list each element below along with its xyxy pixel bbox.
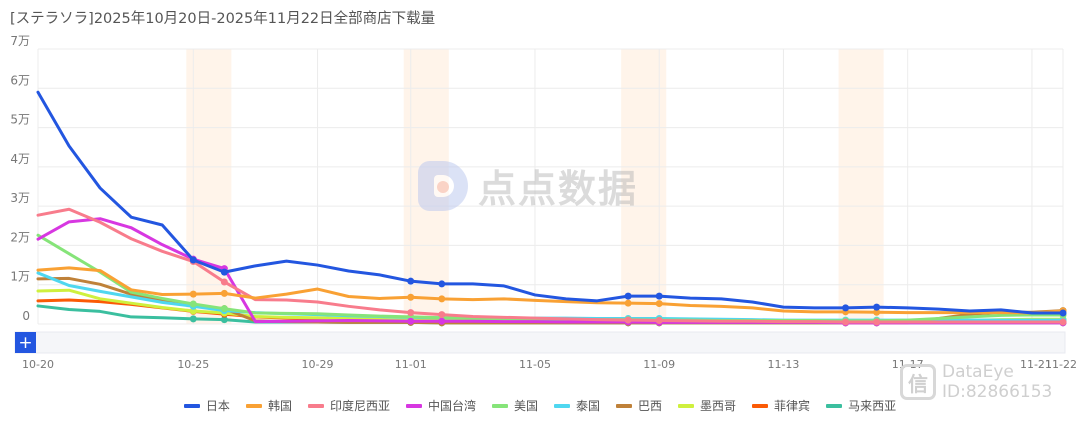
data-point[interactable] [220, 268, 228, 276]
legend-item[interactable]: 韩国 [245, 397, 292, 414]
legend-swatch-icon [307, 403, 324, 408]
data-point[interactable] [1059, 318, 1067, 326]
watermark-brand: DataEye [942, 362, 1014, 382]
data-point[interactable] [873, 303, 881, 311]
data-point[interactable] [220, 305, 228, 313]
x-tick-label: 11-22 [1045, 358, 1077, 371]
y-tick-label: 1万 [10, 270, 30, 284]
weekend-band [838, 49, 884, 324]
watermark-id: ID:82866153 [942, 382, 1053, 402]
y-tick-label: 7万 [10, 34, 30, 48]
data-point[interactable] [655, 316, 663, 324]
zoom-plus-button[interactable] [15, 332, 36, 353]
legend-item[interactable]: 泰国 [554, 397, 600, 414]
data-point[interactable] [220, 316, 228, 324]
legend-label: 墨西哥 [700, 399, 737, 413]
zoom-slider-track[interactable] [14, 331, 1066, 354]
legend-label: 美国 [513, 399, 538, 413]
data-point[interactable] [220, 289, 228, 297]
data-point[interactable] [438, 317, 446, 325]
x-tick-label: 10-25 [177, 358, 209, 371]
data-point[interactable] [220, 278, 228, 286]
data-point[interactable] [1059, 309, 1067, 317]
legend-label: 日本 [205, 399, 230, 413]
y-tick-label: 6万 [10, 73, 30, 87]
x-tick-label: 10-20 [22, 358, 54, 371]
legend-item[interactable]: 美国 [491, 397, 538, 414]
legend-item[interactable]: 中国台湾 [405, 397, 476, 414]
x-tick-label: 11-13 [767, 358, 799, 371]
series-line[interactable] [36, 90, 1065, 315]
legend-label: 泰国 [576, 399, 601, 413]
data-point[interactable] [407, 293, 415, 301]
legend-swatch-icon [752, 403, 769, 408]
series-line[interactable] [36, 207, 1065, 324]
legend-label: 中国台湾 [427, 399, 476, 413]
chart-legend: 日本 韩国 印度尼西亚 中国台湾 美国 泰国 巴西 墨西哥 菲律宾 马来西亚 [0, 397, 1080, 414]
data-point[interactable] [407, 317, 415, 325]
series-line[interactable] [36, 266, 1065, 315]
legend-swatch-icon [616, 403, 633, 408]
legend-swatch-icon [826, 403, 843, 408]
watermark-center-text: 点点数据 [478, 167, 639, 211]
chart-title: [ステラソラ]2025年10月20日-2025年11月22日全部商店下载量 [10, 11, 436, 27]
data-point[interactable] [407, 309, 415, 317]
legend-swatch-icon [678, 403, 695, 408]
line-chart: 0 1万 2万 3万 4万 5万 6万 7万 10-20 10-25 10-29 11-01 11-05… [10, 34, 1077, 371]
legend-label: 巴西 [638, 399, 663, 413]
data-point[interactable] [438, 295, 446, 303]
x-tick-label: 11-05 [519, 358, 551, 371]
data-point[interactable] [189, 256, 197, 264]
legend-item[interactable]: 巴西 [616, 397, 662, 414]
legend-swatch-icon [405, 403, 422, 408]
legend-item[interactable]: 日本 [183, 397, 230, 414]
weekend-band [186, 49, 232, 324]
x-tick-label: 10-29 [302, 358, 334, 371]
y-tick-label: 3万 [10, 191, 30, 205]
data-point[interactable] [842, 318, 850, 326]
data-point[interactable] [407, 277, 415, 285]
data-point[interactable] [438, 280, 446, 288]
dataeye-watermark: 信 DataEye ID:82866153 [900, 362, 1052, 402]
data-point[interactable] [438, 311, 446, 319]
dian-logo-icon [418, 160, 468, 211]
x-tick-label: 11-21 [1020, 358, 1052, 371]
legend-label: 韩国 [267, 399, 292, 413]
legend-label: 菲律宾 [774, 399, 811, 413]
dian-dian-watermark: 点点数据 [418, 158, 638, 213]
legend-label: 印度尼西亚 [329, 399, 390, 413]
data-point[interactable] [873, 308, 881, 316]
legend-item[interactable]: 马来西亚 [826, 397, 896, 414]
data-point[interactable] [624, 292, 632, 300]
legend-swatch-icon [183, 403, 200, 408]
x-tick-label: 11-09 [643, 358, 675, 371]
data-point[interactable] [842, 304, 850, 312]
data-point[interactable] [624, 316, 632, 324]
x-tick-label: 11-01 [395, 358, 427, 371]
y-tick-label: 5万 [10, 113, 30, 127]
data-point[interactable] [655, 292, 663, 300]
data-point[interactable] [189, 315, 197, 323]
legend-swatch-icon [554, 403, 570, 408]
y-tick-label: 0 [22, 309, 30, 323]
data-point[interactable] [189, 290, 197, 298]
data-point[interactable] [655, 300, 663, 308]
legend-swatch-icon [491, 403, 508, 408]
y-tick-label: 2万 [10, 230, 30, 244]
dataeye-logo-icon: 信 [900, 364, 936, 400]
data-point[interactable] [624, 299, 632, 307]
data-point[interactable] [189, 300, 197, 308]
legend-item[interactable]: 墨西哥 [678, 397, 736, 414]
legend-swatch-icon [245, 403, 262, 408]
plus-icon: + [18, 333, 32, 353]
legend-item[interactable]: 印度尼西亚 [307, 397, 390, 414]
weekend-band [621, 49, 667, 324]
y-tick-label: 4万 [10, 152, 30, 166]
legend-label: 马来西亚 [848, 399, 897, 413]
legend-item[interactable]: 菲律宾 [752, 397, 810, 414]
data-point[interactable] [873, 318, 881, 326]
